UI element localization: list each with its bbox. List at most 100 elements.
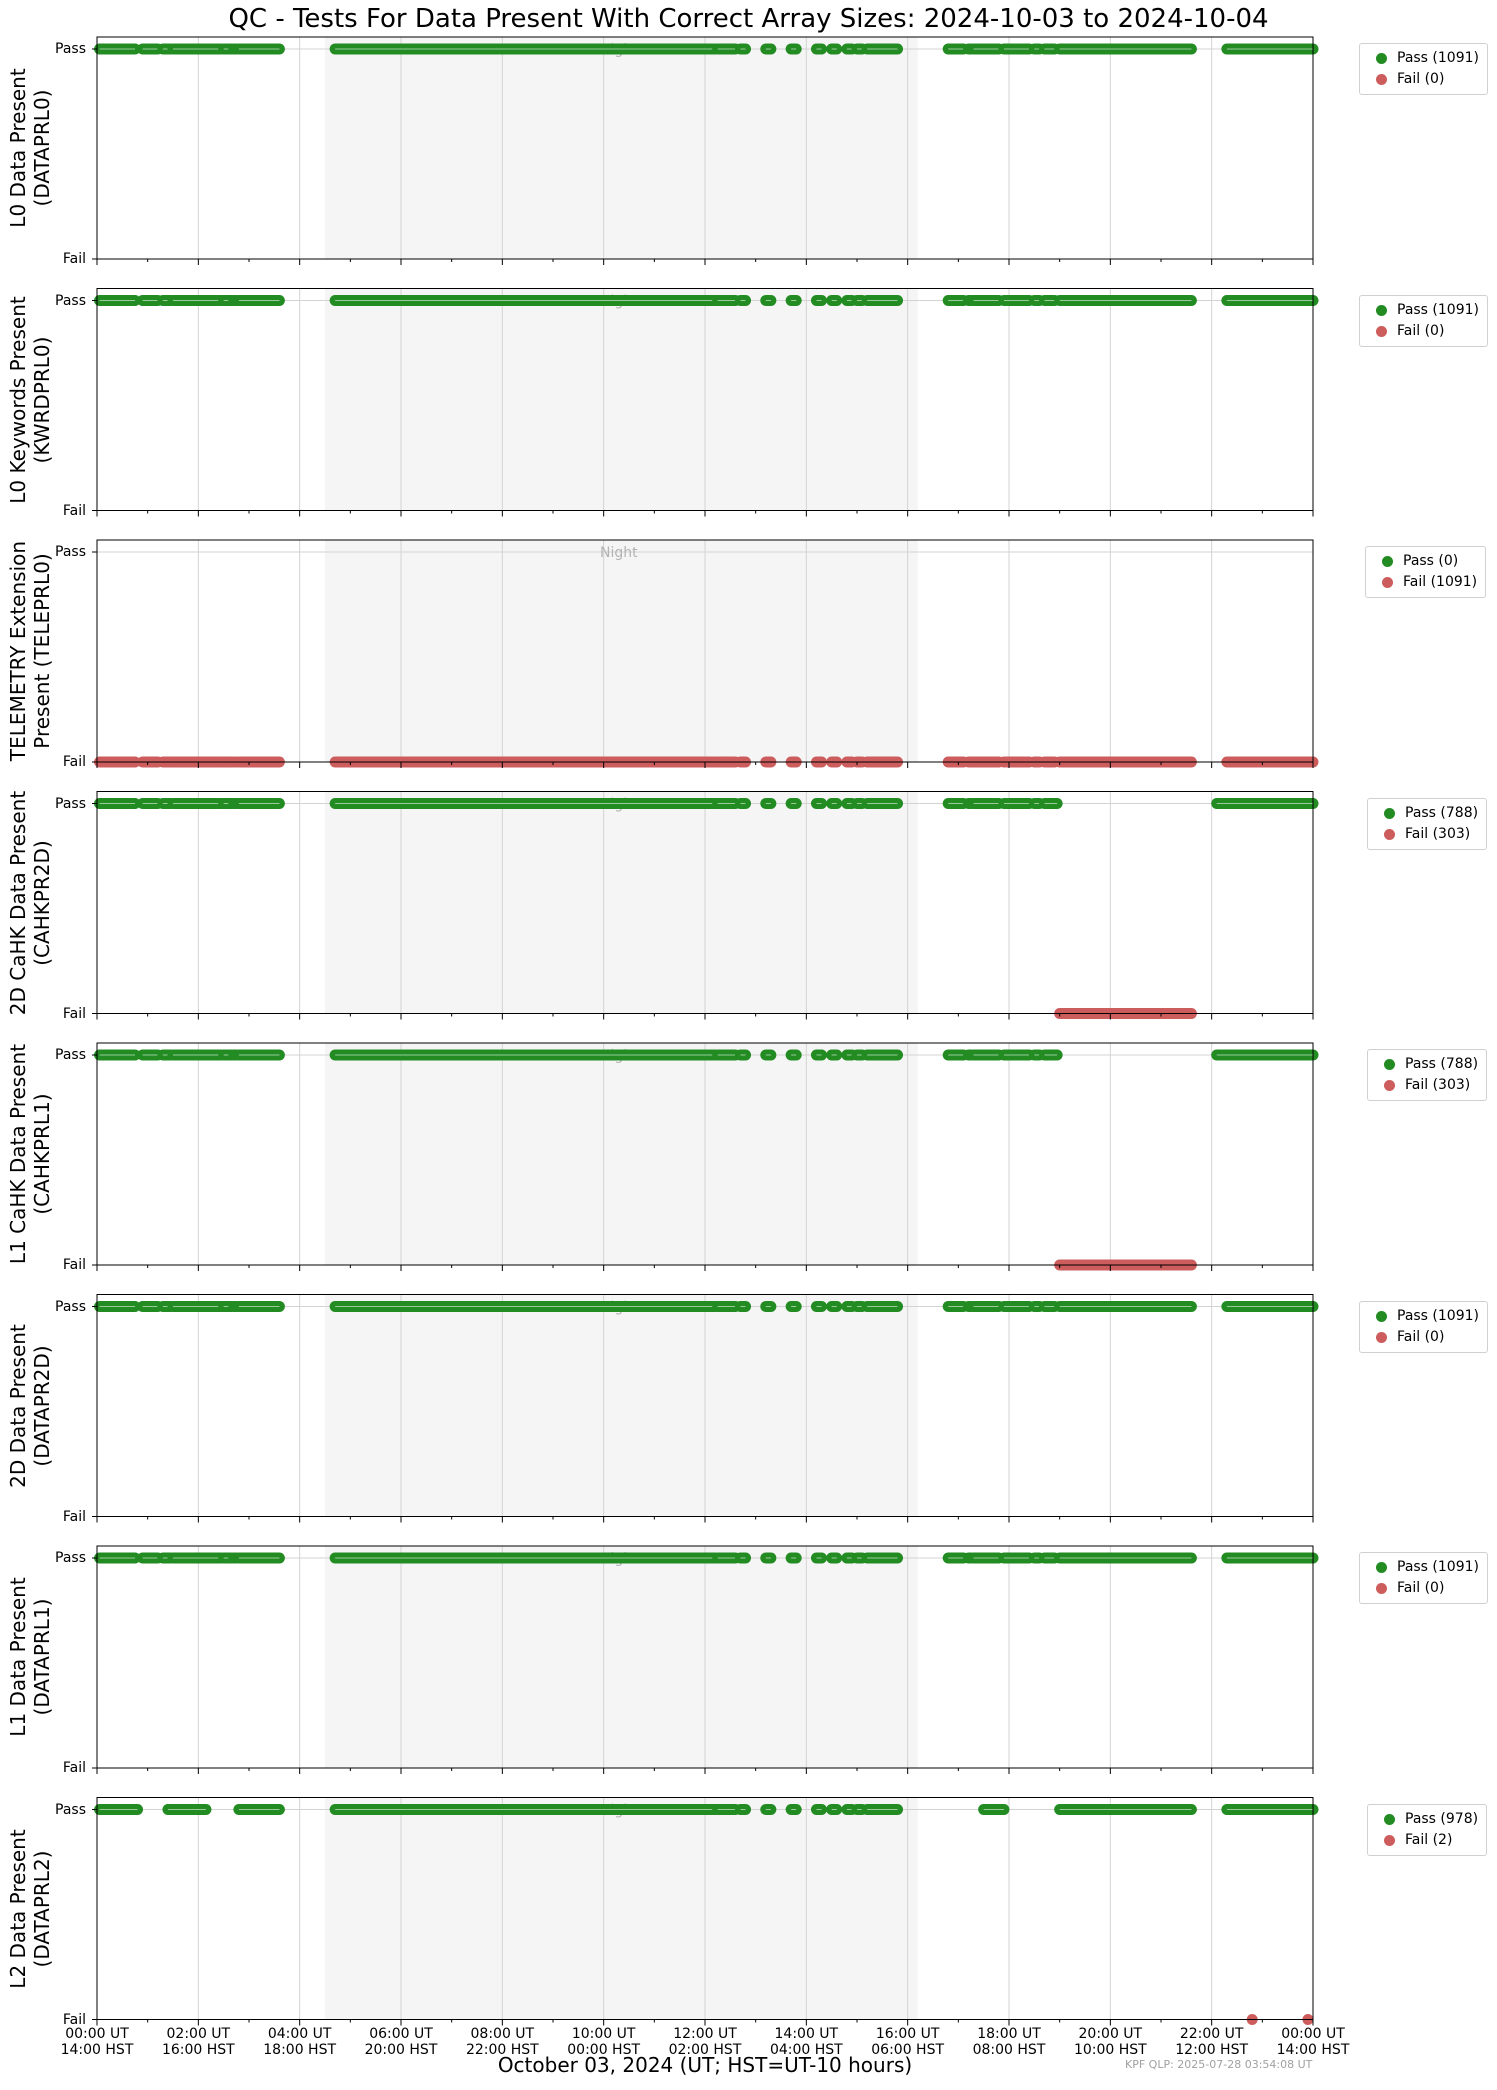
x-tick-ut: 00:00 UT — [65, 2026, 129, 2042]
y-axis-label-line: L0 Data Present — [6, 68, 30, 228]
legend-pass-marker — [1376, 1310, 1387, 1322]
x-tick-hst: 02:00 HST — [668, 2042, 742, 2058]
y-tick-label: Fail — [62, 1257, 86, 1273]
legend-pass-label: Pass (1091) — [1397, 1559, 1479, 1575]
y-axis-label-line: (DATAPRL1) — [30, 1598, 54, 1716]
y-tick-label: Pass — [55, 795, 86, 812]
night-shade — [325, 1043, 918, 1265]
y-tick-label: Fail — [62, 754, 86, 770]
x-tick-label: 06:00 UT 20:00 HST — [341, 2026, 461, 2058]
x-tick-hst: 00:00 HST — [567, 2042, 641, 2058]
night-shade — [325, 1797, 918, 2020]
legend: Pass (788) Fail (303) — [1367, 797, 1488, 850]
night-shade — [325, 1546, 918, 1768]
x-tick-label: 04:00 UT 18:00 HST — [240, 2026, 360, 2058]
night-shade — [325, 791, 918, 1014]
night-shade — [325, 37, 918, 259]
qc-panel-2: Night — [92, 288, 1319, 517]
legend-pass-marker — [1384, 1059, 1395, 1070]
x-tick-hst: 06:00 HST — [871, 2042, 945, 2058]
qc-panel-8: Night — [92, 1797, 1319, 2026]
night-shade — [325, 1294, 918, 1517]
y-axis-label-line: L1 Data Present — [6, 1577, 30, 1737]
x-tick-hst: 14:00 HST — [1276, 2042, 1350, 2058]
legend: Pass (0) Fail (1091) — [1365, 546, 1487, 598]
y-tick-label: Pass — [55, 1298, 86, 1315]
night-shade — [325, 288, 918, 511]
y-axis-label-line: 2D Data Present — [6, 1323, 30, 1488]
x-tick-hst: 18:00 HST — [263, 2042, 337, 2058]
legend-fail-label: Fail (1091) — [1403, 574, 1478, 590]
y-axis-label-line: (DATAPRL0) — [30, 89, 54, 207]
x-tick-label: 00:00 UT 14:00 HST — [1253, 2026, 1373, 2058]
legend: Pass (1091) Fail (0) — [1359, 1552, 1488, 1604]
legend-pass-row: Pass (1091) — [1366, 300, 1479, 321]
y-axis-label: L0 Data Present (DATAPRL0) — [6, 28, 54, 268]
legend-fail-row: Fail (0) — [1366, 321, 1479, 342]
x-tick-hst: 22:00 HST — [465, 2042, 539, 2058]
legend: Pass (788) Fail (303) — [1367, 1049, 1488, 1101]
y-tick-label: Fail — [62, 251, 86, 267]
legend-fail-marker — [1376, 1583, 1387, 1594]
legend-fail-label: Fail (0) — [1397, 322, 1445, 339]
y-tick-label: Pass — [55, 1801, 86, 1818]
x-tick-label: 10:00 UT 00:00 HST — [544, 2026, 664, 2058]
x-tick-ut: 20:00 UT — [1078, 2026, 1143, 2042]
legend-pass-marker — [1376, 304, 1387, 316]
legend-pass-marker — [1384, 807, 1395, 819]
x-tick-ut: 00:00 UT — [1281, 2026, 1345, 2042]
y-axis-label-line: (DATAPR2D) — [30, 1344, 54, 1467]
figure-title: QC - Tests For Data Present With Correct… — [228, 4, 1269, 34]
y-tick-label: Fail — [62, 2011, 86, 2028]
legend-fail-marker — [1376, 325, 1387, 337]
x-tick-hst: 04:00 HST — [769, 2042, 843, 2058]
legend-pass-label: Pass (788) — [1405, 804, 1479, 821]
legend-fail-row: Fail (0) — [1366, 69, 1479, 90]
y-tick-label: Fail — [62, 1005, 86, 1022]
y-axis-label-line: Present (TELEPRL0) — [30, 553, 54, 749]
x-tick-ut: 08:00 UT — [470, 2026, 535, 2042]
x-tick-ut: 18:00 UT — [977, 2026, 1041, 2042]
y-axis-label: 2D CaHK Data Present (CAHKPR2D) — [6, 783, 54, 1023]
y-axis-label: L1 Data Present (DATAPRL1) — [6, 1537, 54, 1777]
x-tick-hst: 20:00 HST — [364, 2042, 438, 2058]
legend-fail-row: Fail (303) — [1374, 824, 1478, 845]
x-tick-hst: 16:00 HST — [161, 2042, 235, 2058]
x-tick-ut: 02:00 UT — [166, 2026, 231, 2042]
legend-fail-label: Fail (0) — [1397, 71, 1445, 87]
legend-fail-label: Fail (303) — [1405, 1077, 1471, 1093]
x-tick-ut: 16:00 UT — [875, 2026, 940, 2042]
x-tick-hst: 10:00 HST — [1073, 2042, 1147, 2058]
legend-pass-label: Pass (0) — [1403, 553, 1459, 569]
legend-fail-marker — [1382, 577, 1393, 588]
x-axis-label: October 03, 2024 (UT; HST=UT-10 hours) — [497, 2053, 913, 2077]
qc-panel-5: Night — [92, 1042, 1319, 1271]
y-axis-label-line: L1 CaHK Data Present — [6, 1043, 30, 1265]
y-axis-label-line: L2 Data Present — [6, 1828, 30, 1989]
x-tick-label: 22:00 UT 12:00 HST — [1152, 2026, 1272, 2058]
y-tick-label: Pass — [55, 1550, 86, 1566]
legend-fail-marker — [1376, 74, 1387, 85]
y-axis-label: TELEMETRY Extension Present (TELEPRL0) — [6, 531, 54, 771]
legend-pass-row: Pass (788) — [1374, 1054, 1478, 1075]
legend-fail-label: Fail (0) — [1397, 1328, 1445, 1345]
x-tick-label: 20:00 UT 10:00 HST — [1050, 2026, 1170, 2058]
legend-fail-label: Fail (303) — [1405, 825, 1471, 842]
x-tick-label: 08:00 UT 22:00 HST — [442, 2026, 562, 2058]
x-tick-ut: 22:00 UT — [1179, 2026, 1244, 2042]
y-axis-label: L1 CaHK Data Present (CAHKPRL1) — [6, 1034, 54, 1274]
x-tick-ut: 06:00 UT — [369, 2026, 433, 2042]
y-axis-label-line: 2D CaHK Data Present — [6, 790, 30, 1015]
y-axis-label-line: L0 Keywords Present — [6, 295, 30, 504]
x-tick-hst: 08:00 HST — [972, 2042, 1046, 2058]
qc-panel-1: Night — [92, 36, 1319, 265]
x-tick-label: 14:00 UT 04:00 HST — [746, 2026, 866, 2058]
y-axis-label-line: (CAHKPRL1) — [30, 1093, 54, 1215]
y-axis-label: 2D Data Present (DATAPR2D) — [6, 1286, 54, 1526]
y-tick-label: Pass — [55, 544, 86, 560]
legend: Pass (1091) Fail (0) — [1359, 294, 1488, 347]
x-tick-hst: 14:00 HST — [60, 2042, 134, 2058]
x-tick-hst: 12:00 HST — [1175, 2042, 1249, 2058]
